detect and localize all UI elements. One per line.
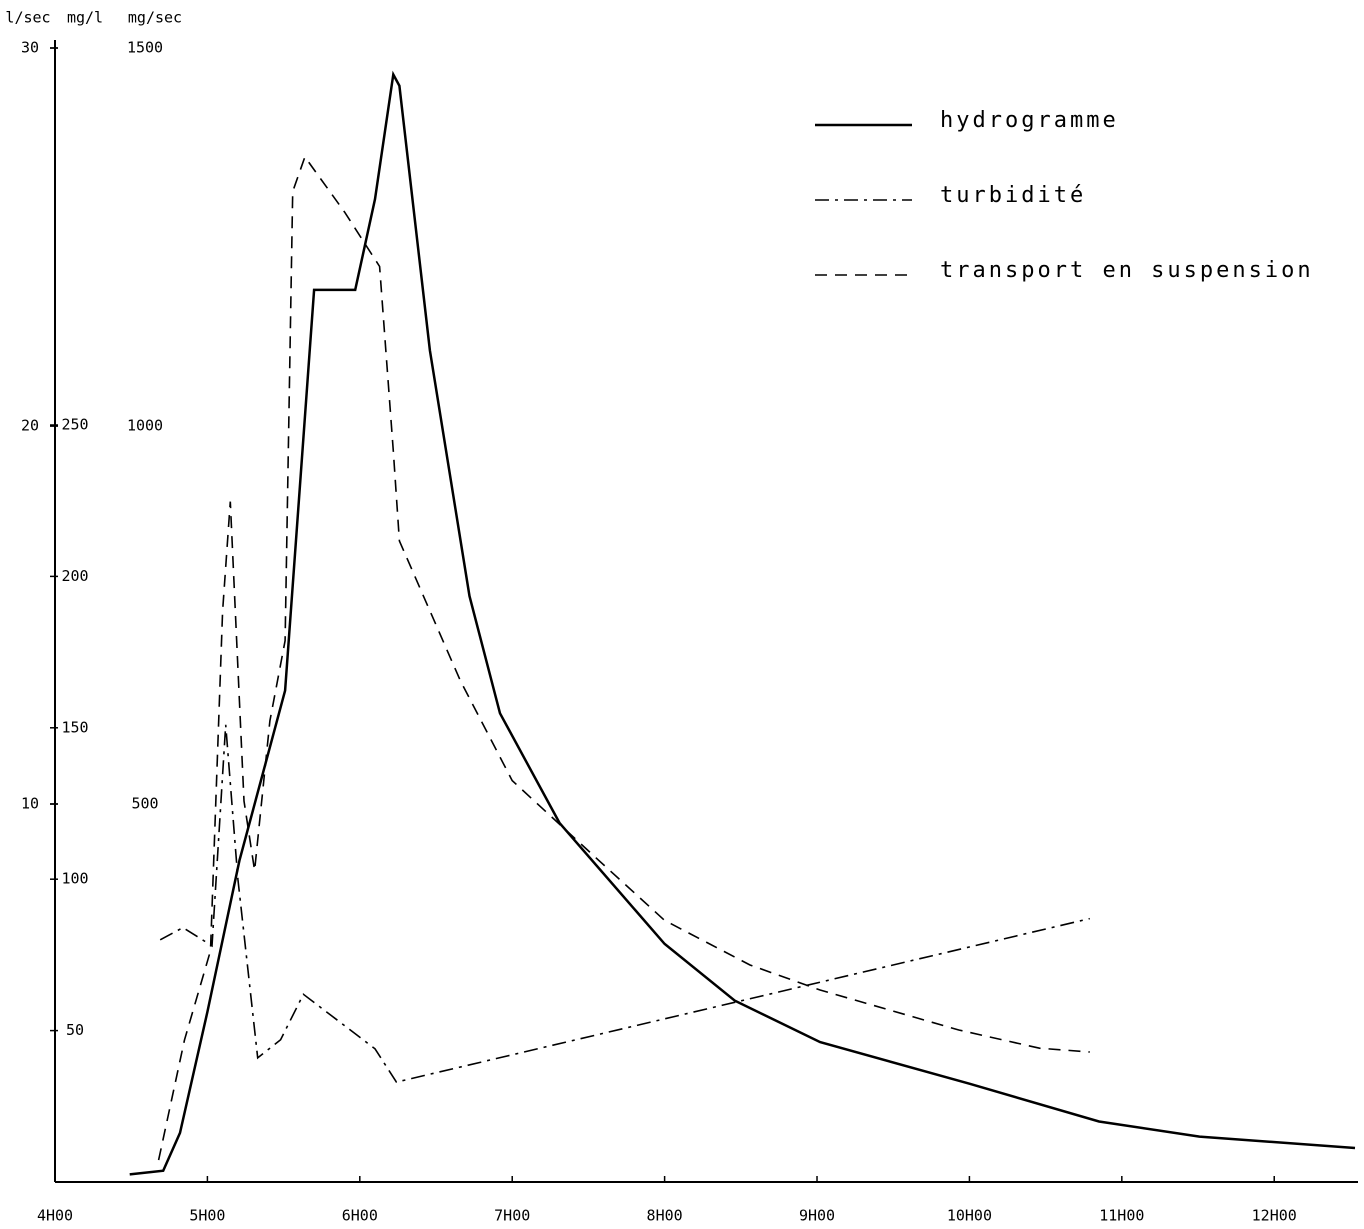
y-tick-label: 10 (21, 795, 39, 813)
x-tick-label: 12H00 (1252, 1207, 1297, 1225)
x-tick-label: 11H00 (1099, 1207, 1144, 1225)
x-tick-label: 10H00 (947, 1207, 992, 1225)
x-tick-label: 9H00 (799, 1207, 835, 1225)
y-axis-label: l/sec (5, 9, 50, 27)
data-line (157, 155, 1090, 1161)
y-tick-label: 30 (21, 39, 39, 57)
y-tick-label: 20 (21, 417, 39, 435)
data-line (129, 70, 1356, 1176)
y-tick-label: 100 (61, 870, 88, 888)
y-tick-label: 150 (61, 718, 88, 736)
y-tick-label: 250 (61, 415, 88, 433)
y-tick-label: 500 (131, 795, 158, 813)
x-tick-label: 6H00 (342, 1207, 378, 1225)
x-tick-label: 7H00 (494, 1207, 530, 1225)
legend-label: turbidité (940, 183, 1086, 208)
x-tick-label: 5H00 (189, 1207, 225, 1225)
y2-axis-label: mg/l (67, 9, 103, 27)
data-line (159, 724, 1090, 1084)
y-tick-label: 1000 (127, 417, 163, 435)
y-tick-label: 50 (66, 1021, 84, 1039)
x-tick-label: 4H00 (37, 1207, 73, 1225)
y-tick-label: 1500 (127, 39, 163, 57)
legend-label: hydrogramme (940, 108, 1119, 133)
legend-label: transport en suspension (940, 258, 1314, 283)
x-tick-label: 8H00 (647, 1207, 683, 1225)
y-tick-label: 200 (61, 567, 88, 585)
y3-axis-label: mg/sec (128, 9, 182, 27)
